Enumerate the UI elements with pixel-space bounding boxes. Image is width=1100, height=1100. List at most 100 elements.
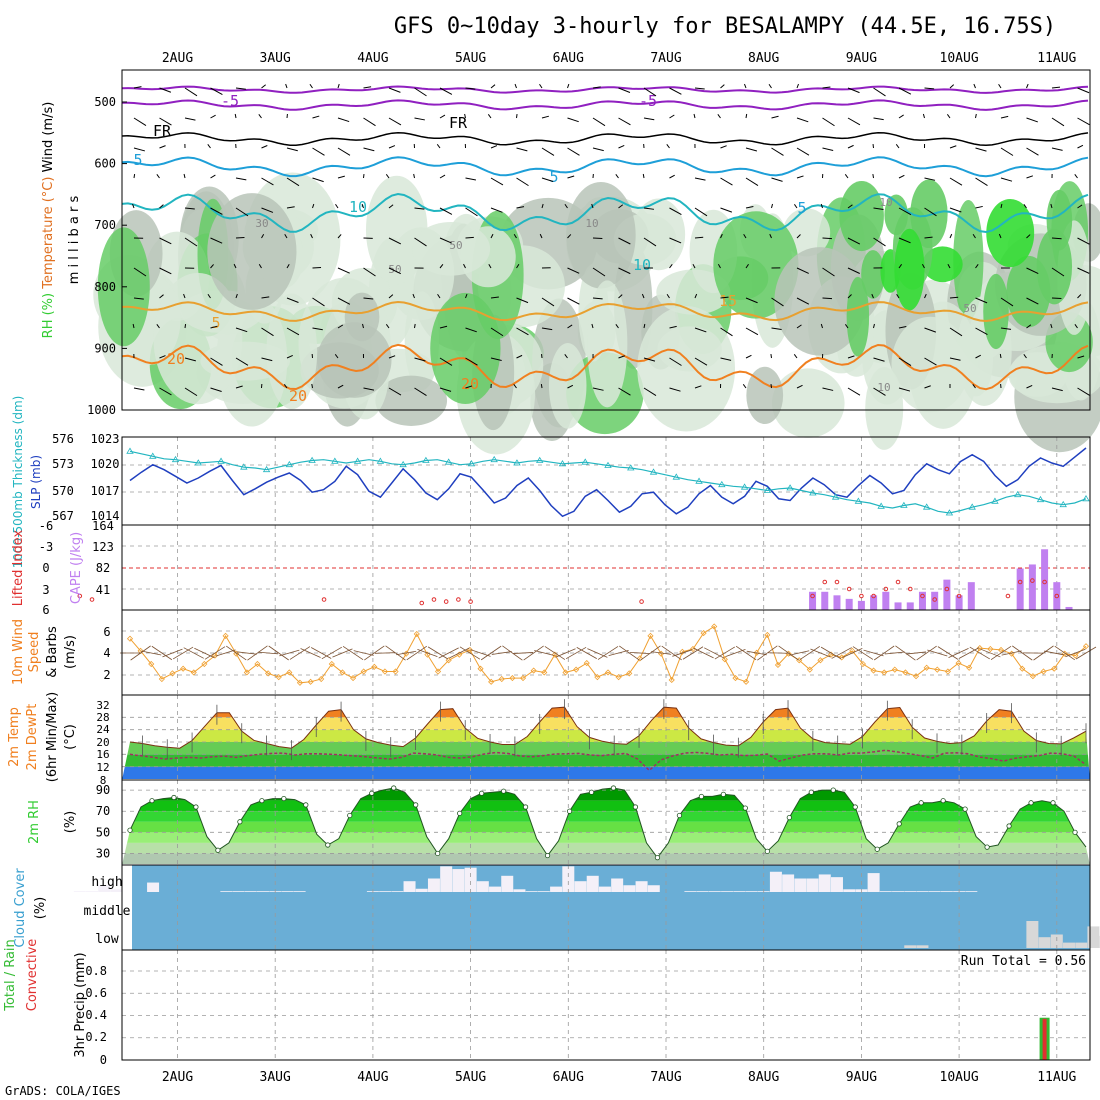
cloud-high-bar xyxy=(806,878,819,892)
temp-band xyxy=(122,729,1090,742)
wind-barb xyxy=(1077,237,1090,245)
wind-barb-10m xyxy=(502,645,523,661)
lifted-index-point xyxy=(1005,593,1011,599)
thickness-marker xyxy=(1082,495,1090,502)
cloud-high-bar xyxy=(965,891,978,892)
wind-barb xyxy=(159,267,172,275)
slp-tick: 1014 xyxy=(91,509,120,523)
wind-barb xyxy=(133,173,136,179)
wind-barb xyxy=(820,203,823,209)
wind-barb xyxy=(975,177,988,186)
wind-barb xyxy=(847,144,854,149)
wind-barb-10m xyxy=(969,646,990,660)
wind-barb-10m xyxy=(555,648,576,658)
rh-2m-panel: 90 70 50 30 2m RH (%) xyxy=(27,779,1091,866)
cloud-high-bar xyxy=(452,869,465,892)
wind-speed-marker xyxy=(1029,673,1036,680)
wind-barb-10m xyxy=(1065,648,1086,658)
wind-speed-marker xyxy=(254,660,261,668)
wind-barb xyxy=(311,383,313,389)
wind-speed-marker xyxy=(233,650,240,657)
rh-marker xyxy=(413,802,419,808)
wind-barb xyxy=(286,177,300,187)
rh-marker xyxy=(127,827,133,833)
wind-barb xyxy=(769,233,772,239)
lifted-tick: -6 xyxy=(39,519,53,533)
wind-speed-marker xyxy=(955,659,962,667)
wind-speed-marker xyxy=(392,668,399,675)
precip-frame xyxy=(121,949,1091,1061)
wind-barb-10m xyxy=(661,645,682,661)
cape-tick: 82 xyxy=(96,561,110,575)
cloud-high-bar xyxy=(391,891,404,892)
wind-barb xyxy=(669,387,681,392)
wind-barb-10m xyxy=(576,647,597,659)
wind-barb-10m xyxy=(364,645,385,661)
wind-speed-marker xyxy=(594,674,601,681)
wind-barb xyxy=(465,207,478,217)
wind-speed-marker xyxy=(307,678,314,685)
wind-barb xyxy=(516,147,528,152)
wind-barb xyxy=(717,114,721,119)
cloud-high-bar xyxy=(696,891,709,892)
wind-speed-marker xyxy=(881,669,888,676)
cape-tick: 41 xyxy=(96,583,110,597)
top-day-label: 2AUG xyxy=(162,51,193,66)
wind-barb-10m xyxy=(789,650,810,656)
wind-barb xyxy=(949,233,953,239)
pressure-tick: 800 xyxy=(94,280,116,294)
top-day-label: 9AUG xyxy=(846,51,877,66)
wind-barb-10m xyxy=(141,650,162,656)
temp-tick: 28 xyxy=(96,711,109,724)
contour-label: 50 xyxy=(449,239,462,252)
cloud-high-bar xyxy=(244,891,257,892)
rh-blob xyxy=(375,375,448,426)
wind-speed-marker xyxy=(647,632,654,639)
cape-bar xyxy=(918,591,926,610)
wind-barb xyxy=(388,294,394,299)
rh-marker xyxy=(1006,823,1012,829)
cloud-high-bar xyxy=(464,867,477,892)
wind-barb xyxy=(235,385,243,389)
wind-barb xyxy=(184,207,195,210)
wind-barb xyxy=(924,177,936,181)
precip-tick: 0.4 xyxy=(85,1008,107,1022)
rh-marker xyxy=(171,794,177,801)
wind-barb-10m xyxy=(916,645,937,661)
bottom-day-label: 7AUG xyxy=(650,1070,681,1085)
wind-barb xyxy=(822,297,833,300)
wind-barb-10m xyxy=(927,649,948,657)
wind-barb xyxy=(413,173,415,179)
bottom-day-label: 2AUG xyxy=(162,1070,193,1085)
wind-barb xyxy=(720,177,733,186)
wind-barb-10m xyxy=(1012,645,1033,661)
contour-label: 10 xyxy=(585,217,598,230)
wind-barb xyxy=(285,83,288,89)
contour-label: 10 xyxy=(877,381,890,394)
wind-speed-marker xyxy=(668,676,675,684)
thickness-tick: 567 xyxy=(52,509,74,523)
cloud-high-bar xyxy=(782,874,795,892)
cape-bar xyxy=(845,598,853,610)
wind-barb-10m xyxy=(937,646,959,660)
rh-marker xyxy=(962,806,968,812)
rh-blob xyxy=(317,322,392,398)
contour-label: 10 xyxy=(879,196,892,209)
wind-barb xyxy=(898,207,912,216)
wind-barb xyxy=(618,117,631,126)
wind-barb-10m xyxy=(640,645,661,661)
wind-barb xyxy=(592,387,604,391)
wind-barb-10m xyxy=(608,649,629,657)
wind-barb xyxy=(618,145,625,149)
rh-blob-moist xyxy=(910,179,948,249)
wind-barb xyxy=(207,144,211,149)
cloud-high-bar xyxy=(379,891,392,892)
wind-barb xyxy=(335,203,339,209)
wind-barb xyxy=(286,147,298,152)
wind-barb xyxy=(998,233,1002,239)
wind-barb xyxy=(745,147,758,152)
wind-barb xyxy=(235,357,249,366)
rh-blob-moist xyxy=(986,198,1035,268)
wind-speed-marker xyxy=(817,657,824,664)
wind-barb xyxy=(1026,117,1038,123)
